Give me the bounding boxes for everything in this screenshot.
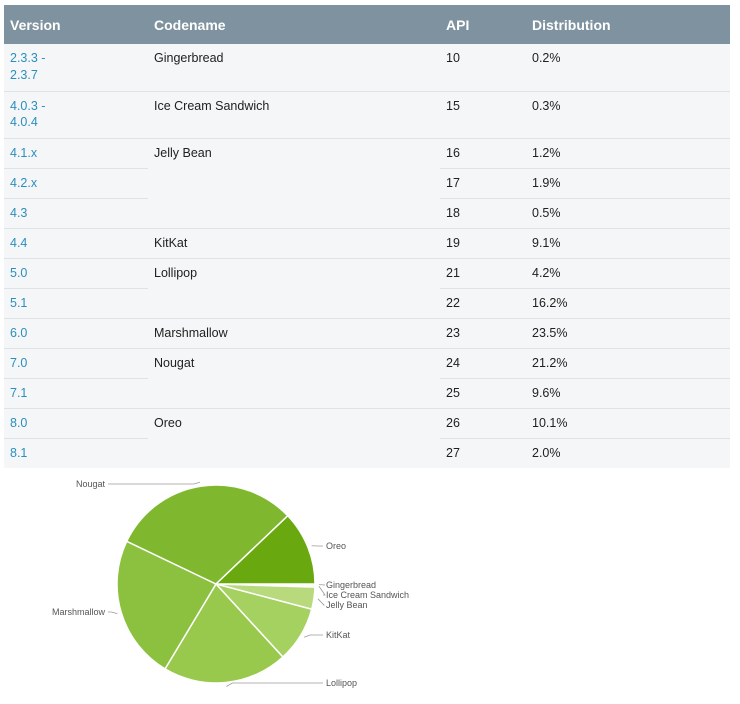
api-cell: 25 <box>440 377 526 408</box>
distribution-cell: 21.2% <box>526 347 730 378</box>
api-cell: 10 <box>446 51 460 65</box>
leader-line-kitkat <box>304 634 323 638</box>
distribution-cell: 0.3% <box>526 90 730 138</box>
codename-cell: Oreo <box>148 407 440 468</box>
distribution-cell: 10.1% <box>526 407 730 438</box>
distribution-cell: 16.2% <box>526 287 730 318</box>
table-row: 7.1 25 9.6% <box>4 377 730 408</box>
header-distribution: Distribution <box>526 5 730 44</box>
table-row: 2.3.3 -2.3.7 Gingerbread 10 0.2% <box>4 44 730 91</box>
version-link[interactable]: 4.1.x <box>4 137 148 168</box>
version-link[interactable]: 5.1 <box>4 287 148 318</box>
pie-slice-lollipop <box>164 582 284 684</box>
version-link[interactable]: 7.0 <box>4 347 148 378</box>
api-cell: 22 <box>440 287 526 318</box>
codename-cell: Nougat <box>148 347 440 408</box>
table-row: 4.1.x Jelly Bean 16 1.2% <box>4 137 730 228</box>
table-row: 4.4 KitKat 19 9.1% <box>4 227 730 258</box>
table-row: 5.0 Lollipop 21 4.2% <box>4 257 730 318</box>
distribution-cell: 9.6% <box>526 377 730 408</box>
pie-label-lollipop: Lollipop <box>326 678 357 688</box>
distribution-table: Version Codename API Distribution 2.3.3 … <box>4 5 730 468</box>
distribution-cell: 2.0% <box>526 437 730 468</box>
leader-line-marshmallow <box>108 611 118 615</box>
leader-line-nougat <box>108 481 200 485</box>
version-link[interactable]: 8.1 <box>4 437 148 468</box>
leader-line-jelly-bean <box>317 598 325 606</box>
codename-cell: KitKat <box>148 227 440 258</box>
codename-cell: Jelly Bean <box>148 137 440 228</box>
version-link[interactable]: 4.2.x <box>4 167 148 198</box>
header-codename: Codename <box>148 5 440 44</box>
api-cell: 23 <box>440 317 526 348</box>
version-link[interactable]: 4.3 <box>4 197 148 228</box>
codename-cell: Gingerbread <box>154 51 224 65</box>
api-cell: 17 <box>440 167 526 198</box>
api-cell: 18 <box>440 197 526 228</box>
header-version: Version <box>4 5 148 44</box>
pie-label-oreo: Oreo <box>326 541 346 551</box>
table-row: 4.0.3 -4.0.4 Ice Cream Sandwich 15 0.3% <box>4 90 730 138</box>
pie-leader-lines <box>108 481 326 687</box>
codename-cell: Lollipop <box>148 257 440 318</box>
version-link[interactable]: 5.0 <box>4 257 148 288</box>
pie-label-nougat: Nougat <box>76 479 106 489</box>
api-cell: 27 <box>440 437 526 468</box>
version-link[interactable]: 8.0 <box>4 407 148 438</box>
distribution-cell: 4.2% <box>526 257 730 288</box>
api-cell: 19 <box>440 227 526 258</box>
version-link[interactable]: 6.0 <box>4 317 148 348</box>
api-cell: 26 <box>440 407 526 438</box>
version-link[interactable]: 2.3.3 -2.3.7 <box>10 51 46 82</box>
table-row: 8.1 27 2.0% <box>4 437 730 468</box>
distribution-cell: 1.9% <box>526 167 730 198</box>
distribution-cell: 1.2% <box>526 137 730 168</box>
api-cell: 16 <box>440 137 526 168</box>
pie-label-gingerbread: Gingerbread <box>326 580 376 590</box>
api-cell: 15 <box>440 90 526 138</box>
distribution-cell: 0.5% <box>526 197 730 228</box>
leader-line-ice-cream-sandwich <box>318 586 326 596</box>
pie-label-ice-cream-sandwich: Ice Cream Sandwich <box>326 590 409 600</box>
distribution-cell: 23.5% <box>526 317 730 348</box>
table-row: 7.0 Nougat 24 21.2% <box>4 347 730 408</box>
pie-slice-oreo <box>214 514 316 585</box>
table-row: 4.2.x 17 1.9% <box>4 167 730 198</box>
codename-cell: Ice Cream Sandwich <box>148 90 440 138</box>
table-row: 6.0 Marshmallow 23 23.5% <box>4 317 730 348</box>
table-body: 2.3.3 -2.3.7 Gingerbread 10 0.2% 4.0.3 -4.0.… <box>4 44 730 468</box>
version-link[interactable]: 4.4 <box>4 227 148 258</box>
table-row: 4.3 18 0.5% <box>4 197 730 228</box>
version-link[interactable]: 7.1 <box>4 377 148 408</box>
version-link[interactable]: 4.0.3 -4.0.4 <box>4 90 148 138</box>
distribution-cell: 9.1% <box>526 227 730 258</box>
leader-line-lollipop <box>226 682 323 687</box>
pie-slices <box>116 484 316 684</box>
pie-label-marshmallow: Marshmallow <box>52 607 106 617</box>
table-row: 8.0 Oreo 26 10.1% <box>4 407 730 468</box>
table-row: 5.1 22 16.2% <box>4 287 730 318</box>
api-cell: 21 <box>440 257 526 288</box>
distribution-cell: 0.2% <box>532 51 561 65</box>
pie-slice-marshmallow <box>116 540 218 670</box>
pie-label-jelly-bean: Jelly Bean <box>326 600 368 610</box>
pie-slice-nougat <box>125 484 289 585</box>
pie-label-kitkat: KitKat <box>326 630 351 640</box>
api-cell: 24 <box>440 347 526 378</box>
table-header-row: Version Codename API Distribution <box>4 5 730 44</box>
codename-cell: Marshmallow <box>148 317 440 348</box>
header-api: API <box>440 5 526 44</box>
